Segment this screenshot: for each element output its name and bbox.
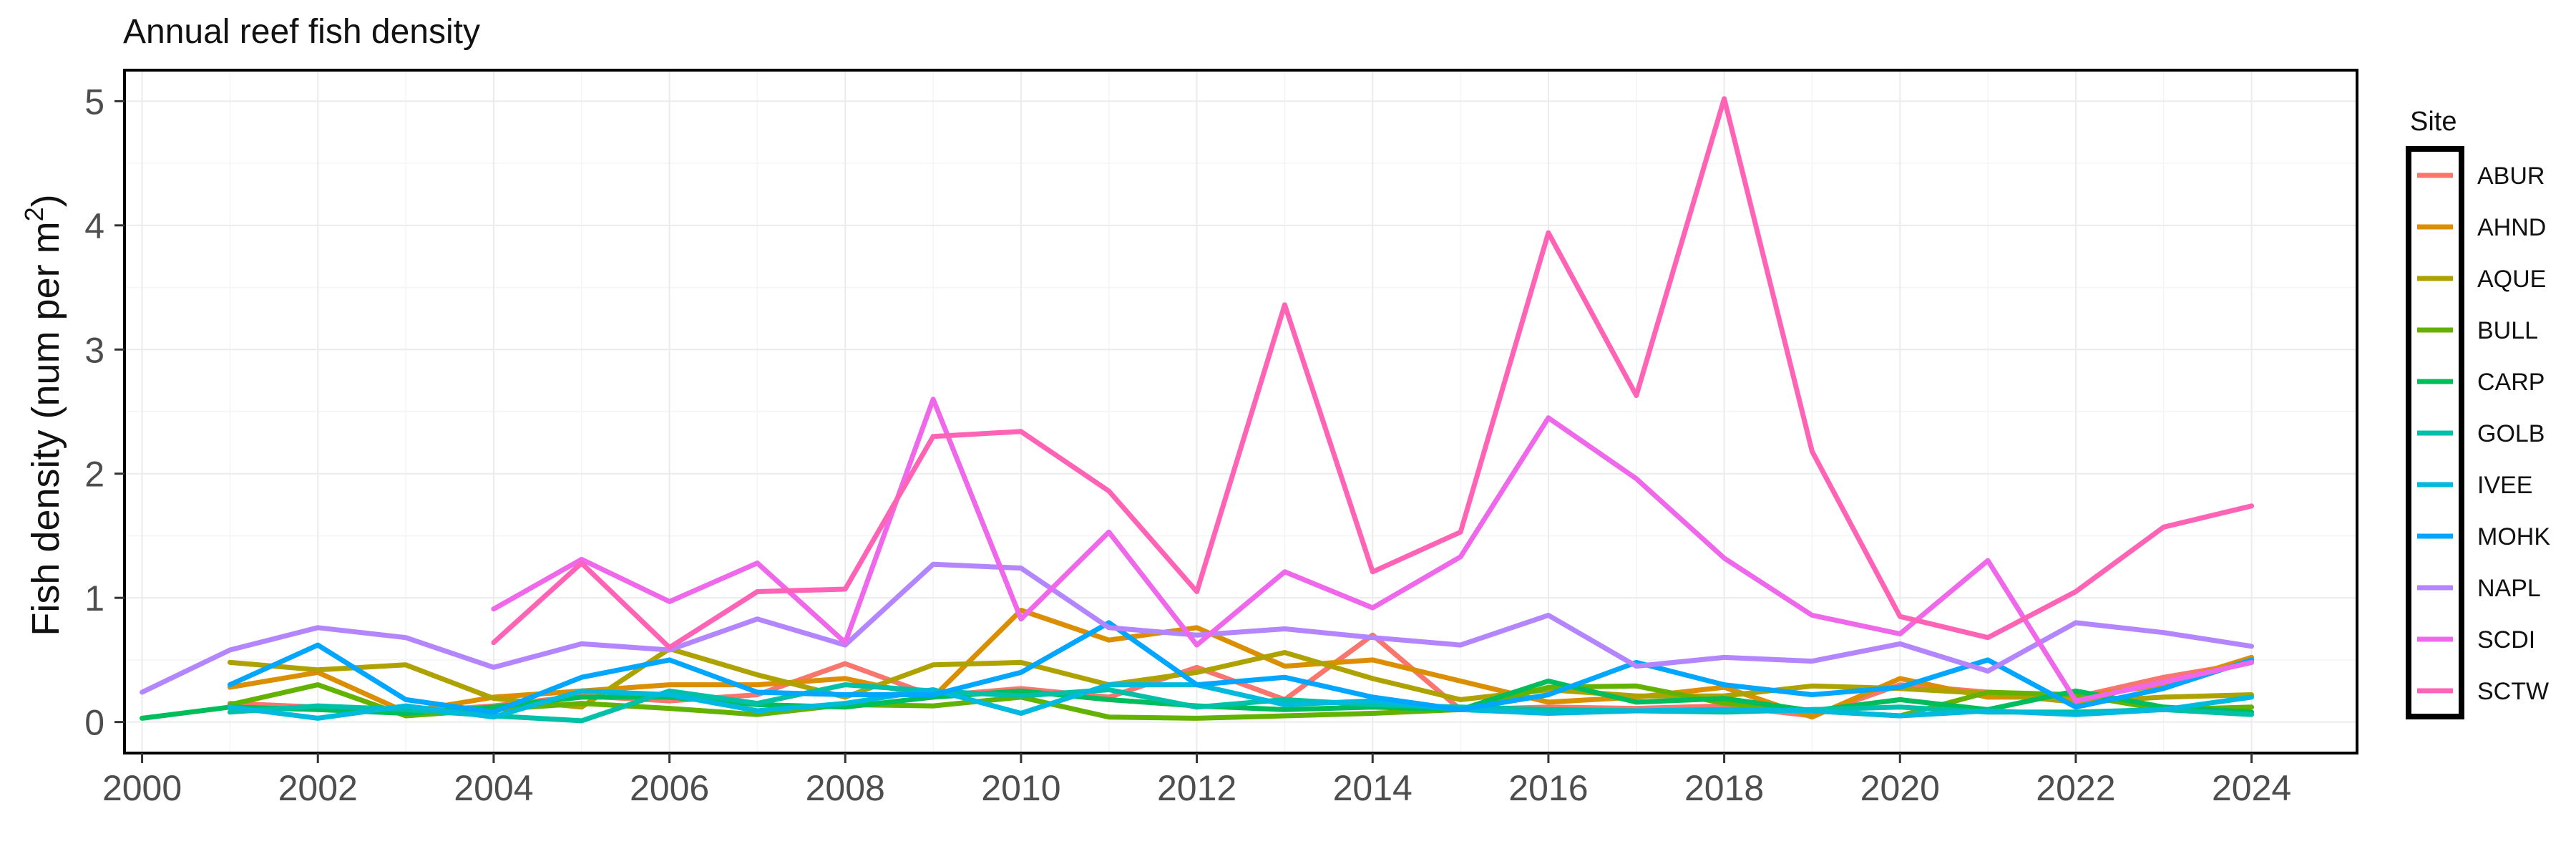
legend-label-abur: ABUR (2477, 162, 2545, 190)
chart-title: Annual reef fish density (123, 13, 480, 51)
legend-label-scdi: SCDI (2477, 626, 2535, 654)
x-tick-label: 2014 (1333, 768, 1413, 808)
legend: Site ABUR AHND AQUE BULL CARP GOLB IVEE MOHK NAP… (2406, 107, 2550, 719)
legend-label-ivee: IVEE (2477, 472, 2532, 499)
legend-title: Site (2410, 107, 2457, 137)
y-axis-title-main: Fish density (num per m (24, 221, 67, 636)
y-tick-label: 4 (84, 206, 104, 246)
plot-panel-border (123, 69, 2358, 754)
y-axis-title: Fish density (num per m2) (19, 194, 67, 636)
series-line-golb (227, 682, 2255, 724)
y-axis: 0 1 2 3 4 5 (84, 82, 125, 743)
legend-label-bull: BULL (2477, 317, 2538, 344)
x-tick-label: 2020 (1860, 768, 1940, 808)
x-tick-label: 2016 (1508, 768, 1588, 808)
y-tick-label: 0 (84, 703, 104, 743)
y-tick-label: 2 (84, 455, 104, 495)
x-tick-label: 2022 (2036, 768, 2115, 808)
x-tick-label: 2008 (806, 768, 885, 808)
series-line-bull (227, 682, 2255, 721)
legend-label-mohk: MOHK (2477, 523, 2550, 550)
series-lines (140, 96, 2255, 724)
y-tick-label: 3 (84, 330, 104, 370)
x-tick-label: 2006 (630, 768, 709, 808)
y-axis-title-close: ) (24, 194, 67, 207)
x-tick-label: 2024 (2212, 768, 2291, 808)
legend-box (2406, 146, 2464, 719)
series-line-mohk (227, 620, 2255, 715)
series-line-ivee (227, 682, 2255, 721)
x-tick-label: 2018 (1684, 768, 1764, 808)
legend-label-golb: GOLB (2477, 420, 2545, 447)
legend-label-aque: AQUE (2477, 266, 2546, 293)
x-tick-label: 2002 (278, 768, 358, 808)
x-tick-label: 2010 (981, 768, 1060, 808)
x-tick-label: 2012 (1157, 768, 1236, 808)
x-tick-label: 2004 (454, 768, 533, 808)
legend-items: ABUR AHND AQUE BULL CARP GOLB IVEE MOHK NAPL SCDI… (2417, 162, 2550, 705)
y-axis-title-superscript: 2 (19, 207, 49, 221)
series-line-napl (140, 561, 2255, 695)
series-line-sctw (491, 96, 2255, 651)
y-tick-label: 5 (84, 82, 104, 122)
legend-label-sctw: SCTW (2477, 678, 2549, 705)
legend-label-napl: NAPL (2477, 575, 2541, 602)
y-tick-label: 1 (84, 578, 104, 618)
x-tick-label: 2000 (102, 768, 182, 808)
x-axis: 2000 2002 2004 2006 2008 2010 2012 2014 2016 2018… (102, 753, 2291, 808)
legend-label-ahnd: AHND (2477, 214, 2546, 241)
legend-label-carp: CARP (2477, 369, 2545, 396)
